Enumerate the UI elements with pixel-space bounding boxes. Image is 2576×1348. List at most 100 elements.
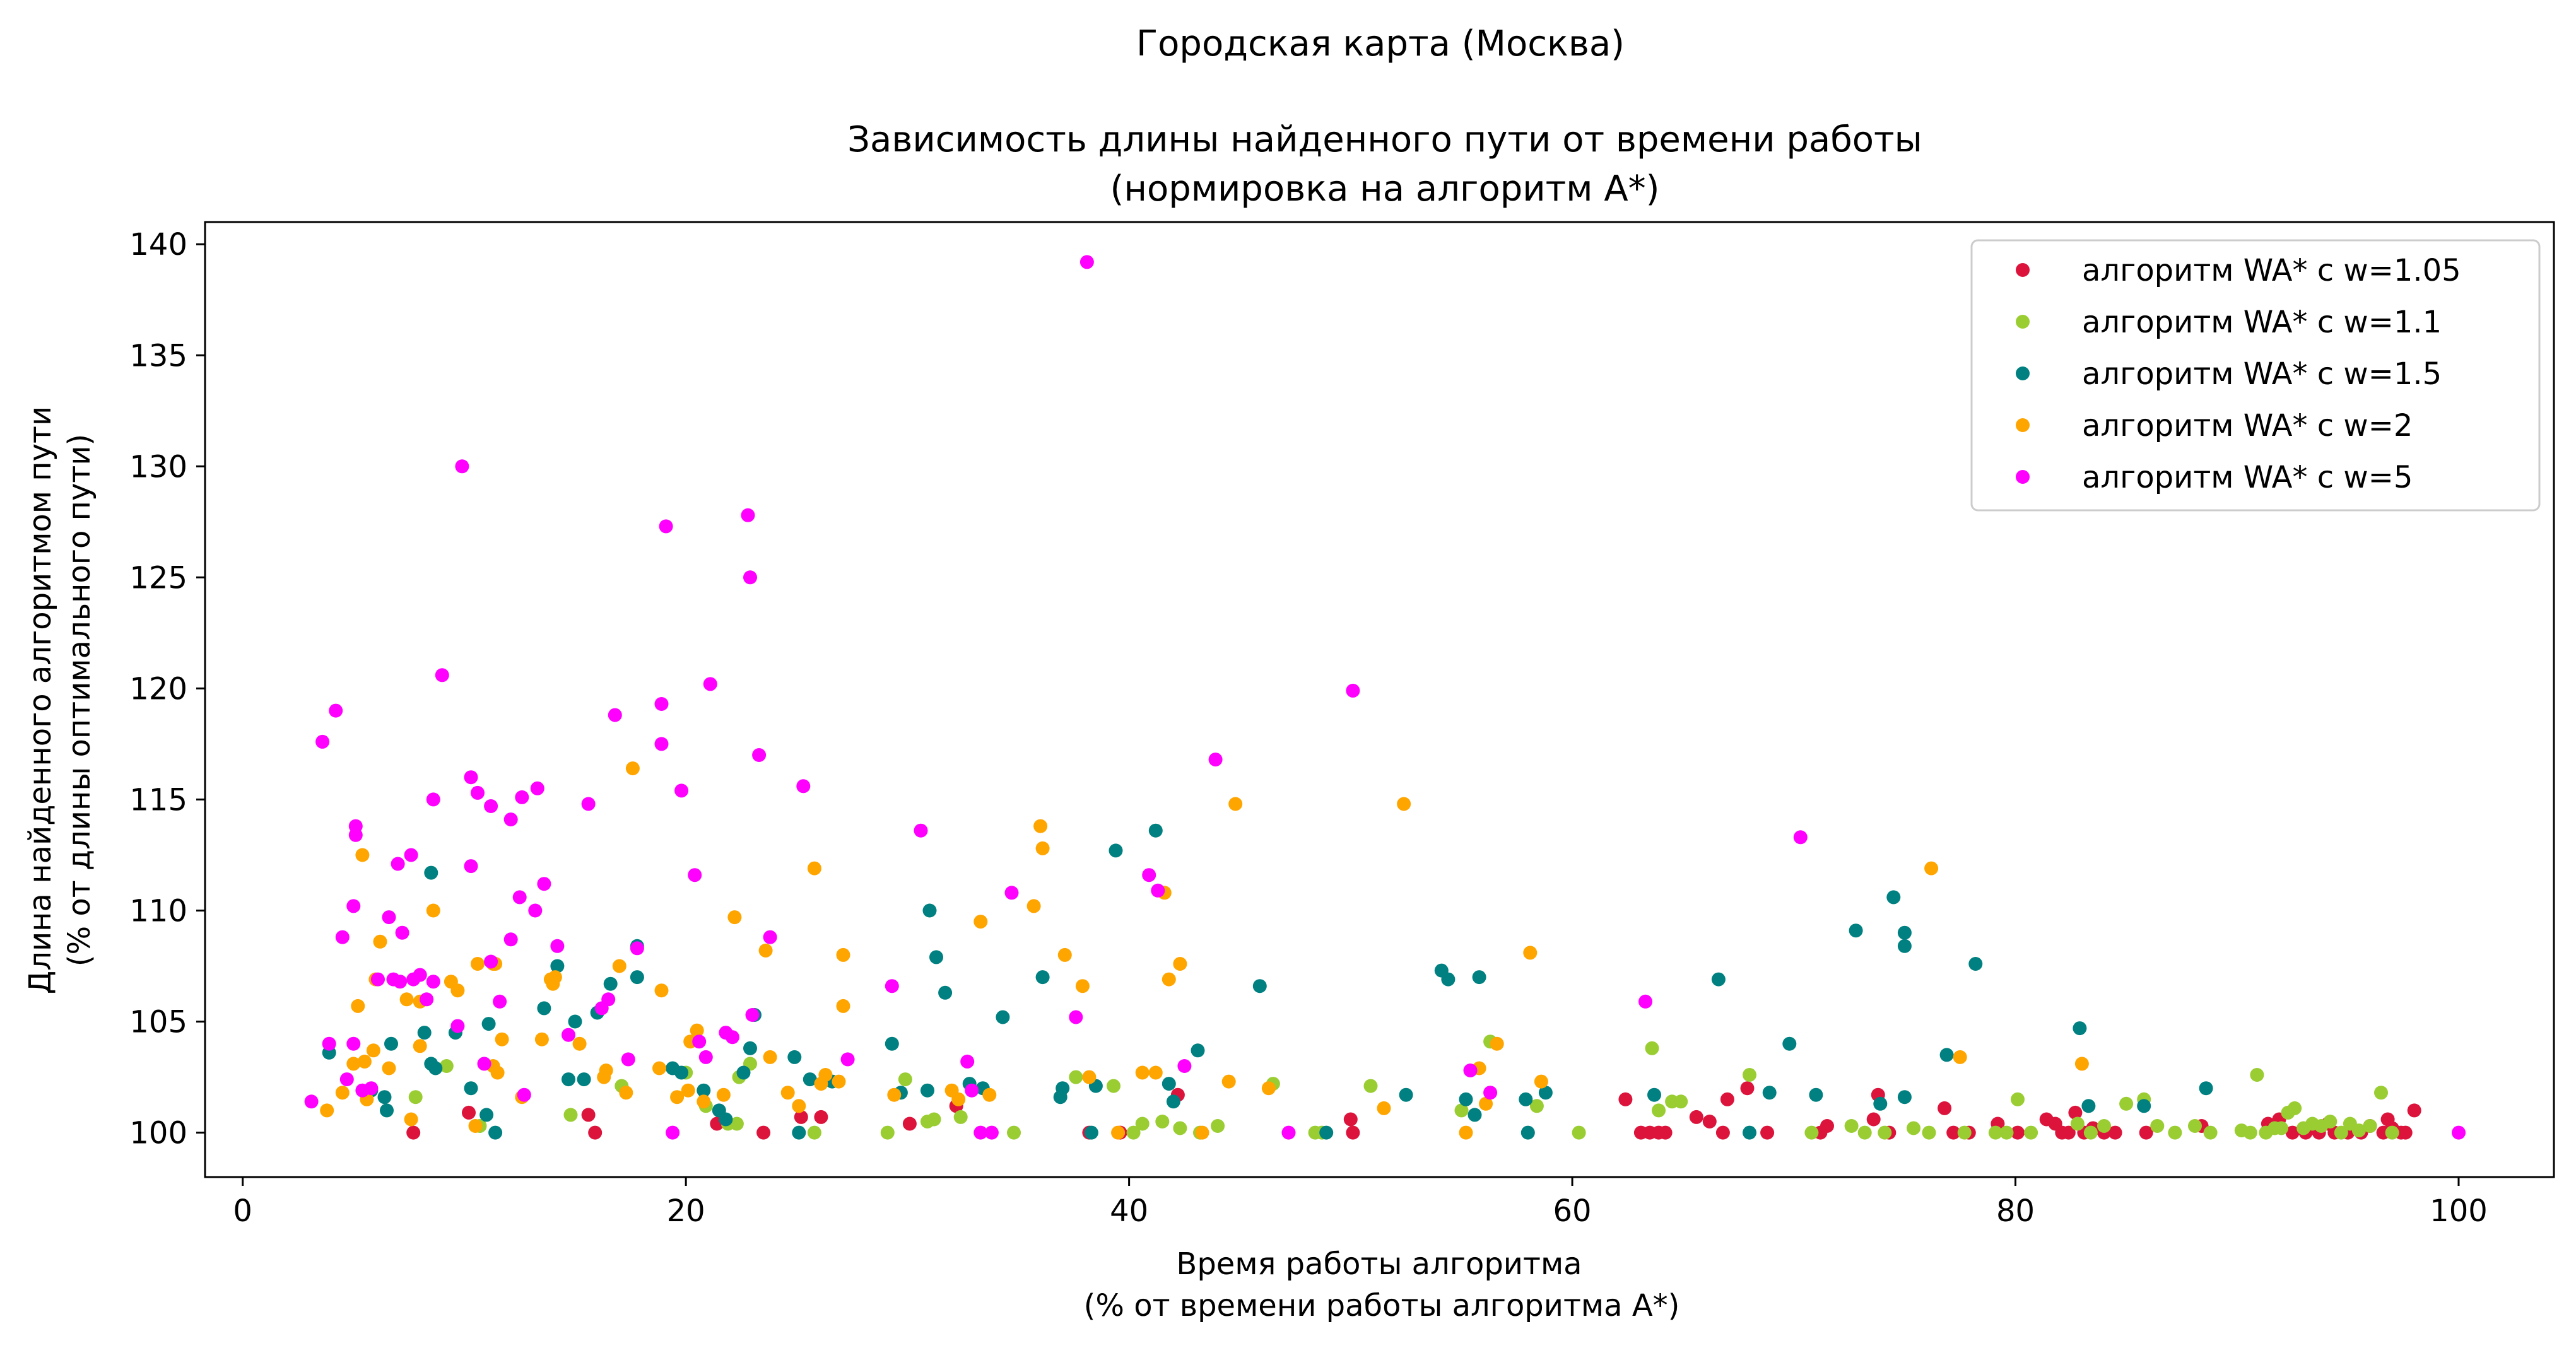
data-point <box>1638 994 1652 1009</box>
data-point <box>1208 753 1223 767</box>
data-point <box>393 975 408 989</box>
data-point <box>2334 1125 2348 1140</box>
data-point <box>346 1057 361 1071</box>
legend-marker <box>2016 315 2030 329</box>
data-point <box>1953 1050 1967 1064</box>
data-point <box>1026 899 1041 913</box>
data-point <box>1281 1125 1296 1140</box>
data-point <box>836 999 850 1013</box>
data-point <box>719 1112 733 1127</box>
y-axis-label-line-2: (% от длины оптимального пути) <box>62 434 97 967</box>
data-point <box>1520 1125 1535 1140</box>
data-point <box>716 1087 731 1102</box>
x-tick-label: 60 <box>1553 1193 1592 1229</box>
data-point <box>1720 1092 1734 1106</box>
legend-label: алгоритм WA* с w=1.1 <box>2082 305 2442 340</box>
data-point <box>1454 1103 1469 1118</box>
data-point <box>1211 1119 1225 1133</box>
y-tick-label: 140 <box>129 227 187 262</box>
data-point <box>1399 1087 1413 1102</box>
data-point <box>674 1065 689 1080</box>
data-point <box>1082 1070 1097 1084</box>
data-point <box>479 1108 494 1122</box>
data-point <box>1878 1125 1892 1140</box>
data-point <box>630 970 644 985</box>
data-point <box>562 1028 575 1042</box>
data-point <box>548 970 562 985</box>
data-point <box>1111 1125 1126 1140</box>
data-point <box>426 975 440 989</box>
data-point <box>455 459 469 474</box>
data-point <box>1033 819 1048 833</box>
data-point <box>703 677 717 691</box>
data-point <box>426 792 440 807</box>
y-tick-label: 135 <box>129 338 187 373</box>
data-point <box>763 1050 777 1064</box>
data-point <box>2363 1119 2377 1133</box>
data-point <box>371 972 385 987</box>
data-point <box>2119 1096 2134 1111</box>
data-point <box>304 1094 319 1109</box>
data-point <box>2061 1125 2076 1140</box>
data-point <box>1793 830 1808 845</box>
data-point <box>1658 1125 1673 1140</box>
data-point <box>818 1068 833 1082</box>
data-point <box>2285 1125 2300 1140</box>
data-point <box>982 1087 997 1102</box>
data-point <box>743 1041 757 1055</box>
data-point <box>697 1094 711 1109</box>
data-point <box>406 1125 421 1140</box>
data-point <box>490 1065 505 1080</box>
data-point <box>1534 1074 1548 1089</box>
data-point <box>787 1050 802 1064</box>
data-point <box>796 779 811 794</box>
data-point <box>698 1050 713 1064</box>
data-point <box>608 708 622 722</box>
data-point <box>1897 939 1912 953</box>
data-point <box>339 1072 354 1087</box>
data-point <box>1519 1092 1533 1106</box>
y-tick-label: 120 <box>129 671 187 706</box>
data-point <box>654 737 669 751</box>
x-axis-label-line-2: (% от времени работы алгоритма A*) <box>1084 1288 1680 1323</box>
data-point <box>329 703 343 718</box>
data-point <box>563 1108 578 1122</box>
data-point <box>1804 1125 1819 1140</box>
legend-marker <box>2016 366 2030 380</box>
data-point <box>462 1105 476 1120</box>
data-point <box>965 1083 979 1098</box>
data-point <box>1173 957 1187 971</box>
data-point <box>630 941 644 956</box>
data-point <box>654 697 669 711</box>
y-tick-label: 110 <box>129 893 187 929</box>
data-point <box>1647 1087 1661 1102</box>
data-point <box>534 1032 549 1046</box>
data-point <box>1897 925 1912 940</box>
x-axis-label-line-1: Время работы алгоритма <box>1176 1246 1582 1282</box>
y-axis-label: Длина найденного алгоритмом пути (% от д… <box>23 406 97 994</box>
data-point <box>1166 1094 1180 1109</box>
data-point <box>366 1043 380 1058</box>
data-point <box>1873 1096 1888 1111</box>
data-point <box>2452 1125 2466 1140</box>
legend-label: алгоритм WA* с w=1.05 <box>2082 253 2461 288</box>
data-point <box>417 1026 432 1040</box>
data-point <box>1135 1065 1150 1080</box>
data-point <box>399 992 414 1007</box>
data-point <box>803 1072 817 1087</box>
data-point <box>1126 1125 1141 1140</box>
data-point <box>1743 1125 1756 1140</box>
data-point <box>792 1099 806 1113</box>
data-point <box>1162 972 1176 987</box>
data-point <box>464 859 478 874</box>
data-point <box>1261 1081 1276 1096</box>
data-point <box>515 790 529 804</box>
data-point <box>692 1034 707 1049</box>
x-tick-label: 20 <box>667 1193 705 1229</box>
data-point <box>1346 1125 1360 1140</box>
data-point <box>885 979 899 993</box>
y-axis-label-line-1: Длина найденного алгоритмом пути <box>23 406 58 994</box>
data-point <box>2374 1086 2388 1100</box>
data-point <box>725 1030 739 1045</box>
